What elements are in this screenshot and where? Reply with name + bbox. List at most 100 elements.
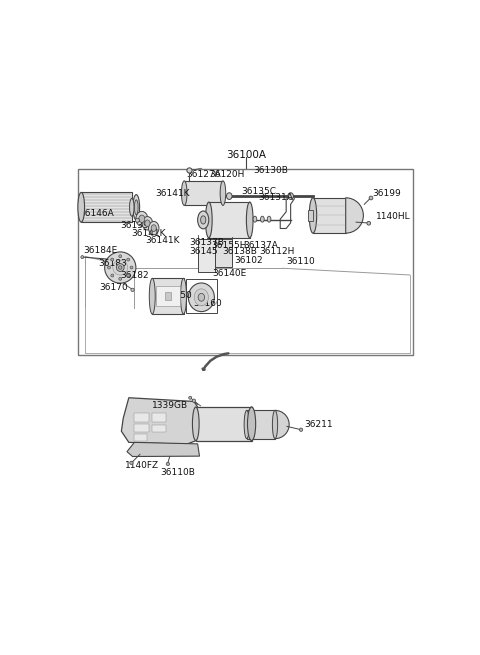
Ellipse shape (261, 216, 264, 222)
Text: 36141K: 36141K (145, 236, 180, 245)
Text: 36138B: 36138B (222, 248, 257, 256)
Text: 36141K: 36141K (155, 189, 189, 198)
Ellipse shape (198, 211, 209, 229)
Ellipse shape (116, 263, 124, 271)
Bar (184, 181, 223, 206)
Ellipse shape (119, 255, 122, 258)
Ellipse shape (220, 181, 226, 206)
Ellipse shape (166, 462, 169, 466)
Ellipse shape (273, 411, 277, 439)
Ellipse shape (111, 258, 114, 261)
Ellipse shape (139, 215, 145, 223)
Bar (313, 198, 346, 233)
Text: 36146A: 36146A (79, 209, 114, 218)
Text: 36102: 36102 (234, 255, 263, 265)
Text: 36110: 36110 (286, 257, 315, 267)
Ellipse shape (130, 461, 133, 464)
Text: 36182: 36182 (120, 271, 149, 280)
Text: 36155H: 36155H (212, 241, 247, 250)
Text: 36112H: 36112H (259, 248, 294, 256)
Text: 36141K: 36141K (132, 229, 166, 238)
Text: 36160: 36160 (193, 299, 222, 308)
Ellipse shape (194, 289, 208, 306)
Ellipse shape (142, 217, 153, 230)
Text: 36184E: 36184E (83, 246, 117, 255)
Text: 36199: 36199 (372, 189, 401, 198)
Text: 1339GB: 1339GB (152, 402, 188, 411)
Ellipse shape (246, 202, 253, 238)
Ellipse shape (253, 216, 257, 222)
Ellipse shape (130, 198, 134, 216)
Ellipse shape (187, 168, 192, 173)
Bar (216, 238, 231, 267)
Text: 36140E: 36140E (213, 269, 247, 278)
Bar (152, 278, 183, 314)
Text: 36137B: 36137B (190, 238, 224, 247)
Ellipse shape (192, 399, 195, 402)
Text: 36131A: 36131A (259, 193, 294, 202)
Text: 36211: 36211 (305, 420, 334, 429)
Ellipse shape (149, 278, 155, 314)
Ellipse shape (367, 221, 371, 225)
Ellipse shape (130, 266, 133, 269)
Ellipse shape (244, 411, 249, 439)
Ellipse shape (113, 260, 128, 275)
Ellipse shape (78, 193, 84, 222)
Text: 36145: 36145 (190, 248, 218, 256)
Bar (196, 407, 252, 441)
Ellipse shape (133, 195, 140, 220)
Ellipse shape (145, 220, 150, 227)
Ellipse shape (105, 252, 136, 283)
Ellipse shape (180, 278, 186, 314)
Bar (209, 202, 250, 238)
Bar (247, 411, 275, 439)
Ellipse shape (148, 221, 159, 234)
Ellipse shape (300, 428, 303, 432)
Ellipse shape (127, 274, 130, 277)
Ellipse shape (198, 293, 204, 301)
Text: 36139: 36139 (120, 221, 149, 231)
Text: 1140HL: 1140HL (376, 212, 411, 221)
Ellipse shape (111, 274, 114, 277)
Ellipse shape (267, 216, 271, 222)
Text: 36120H: 36120H (209, 170, 244, 179)
Ellipse shape (192, 407, 199, 441)
Text: 1140FZ: 1140FZ (125, 461, 159, 470)
Ellipse shape (136, 212, 148, 226)
Ellipse shape (119, 277, 122, 280)
Ellipse shape (201, 216, 206, 224)
Wedge shape (275, 411, 289, 439)
Text: 36135C: 36135C (241, 187, 276, 196)
Text: 36110B: 36110B (160, 468, 195, 477)
Bar (309, 210, 313, 221)
Wedge shape (346, 198, 363, 233)
Polygon shape (127, 442, 200, 457)
Text: 36137A: 36137A (244, 241, 279, 250)
Ellipse shape (288, 193, 293, 200)
Ellipse shape (127, 258, 130, 261)
Ellipse shape (151, 225, 156, 231)
Text: 36130B: 36130B (253, 166, 288, 176)
Bar (134, 434, 147, 441)
Ellipse shape (189, 396, 192, 400)
Bar (156, 286, 180, 306)
Bar (152, 413, 167, 422)
Ellipse shape (131, 288, 134, 291)
Bar (78, 169, 413, 355)
Text: 36100A: 36100A (226, 150, 266, 160)
Ellipse shape (248, 407, 256, 441)
Ellipse shape (135, 218, 139, 222)
Bar (134, 424, 149, 432)
Ellipse shape (108, 266, 110, 269)
Ellipse shape (119, 266, 122, 269)
Bar (81, 193, 132, 222)
Bar (165, 291, 171, 300)
Text: 36127A: 36127A (186, 170, 221, 179)
Text: 36170: 36170 (99, 283, 128, 292)
Ellipse shape (205, 202, 212, 238)
Bar (134, 413, 149, 422)
Polygon shape (121, 398, 202, 444)
Ellipse shape (134, 200, 138, 215)
Ellipse shape (309, 198, 317, 233)
Ellipse shape (369, 196, 373, 200)
